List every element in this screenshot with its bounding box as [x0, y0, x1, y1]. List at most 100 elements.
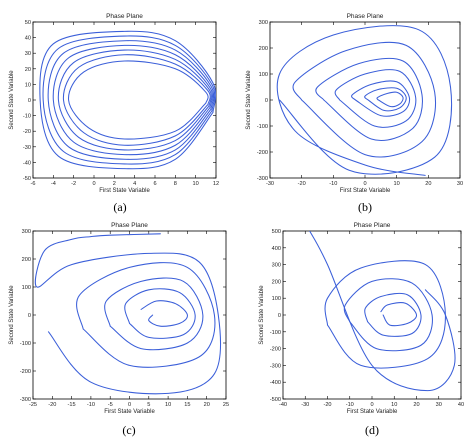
y-tick-label: -40: [23, 160, 31, 166]
x-tick-label: 25: [223, 402, 229, 408]
x-tick-label: 0: [370, 402, 373, 408]
trajectory-line-4: [334, 69, 417, 128]
trajectory-group: [276, 25, 453, 176]
y-tick-label: 0: [265, 98, 268, 104]
x-axis-label: First State Variable: [99, 188, 150, 194]
x-tick-label: -30: [301, 402, 309, 408]
chart-panel-1: Phase Plane-6 -4 -2 0 2 4 6 8 10 12-50-40-30-20-1…: [9, 13, 219, 214]
x-tick-label: 6: [153, 181, 156, 187]
trajectory-line-1: [376, 91, 404, 108]
x-tick-label: 10: [391, 402, 397, 408]
chart-panel-2: Phase Plane-30 -20 -10 0 10 20 30-300-200-1000…: [246, 13, 463, 214]
y-axis-label: Second State Variable: [259, 285, 265, 345]
x-tick-label: 20: [413, 402, 419, 408]
trajectory-line-7: [276, 25, 453, 176]
plot-area: [282, 230, 462, 400]
trajectory-line-5: [34, 233, 221, 395]
x-tick-label: 4: [133, 181, 136, 187]
y-tick-label: 10: [25, 82, 31, 88]
trajectory-line-3: [351, 80, 411, 117]
chart-title: Phase Plane: [347, 13, 384, 20]
plot-area: [32, 230, 227, 400]
x-tick-label: 12: [213, 181, 219, 187]
y-tick-label: 0: [278, 313, 281, 319]
x-axis-label: First State Variable: [104, 409, 155, 415]
y-tick-label: -30: [23, 145, 31, 151]
x-tick-label: -10: [329, 181, 337, 187]
y-tick-label: 0: [28, 313, 31, 319]
x-tick-label: 10: [165, 402, 171, 408]
x-tick-label: 5: [147, 402, 150, 408]
trajectory-line-3: [343, 278, 433, 352]
y-tick-label: 200: [272, 279, 281, 285]
y-tick-label: 100: [272, 296, 281, 302]
x-tick-label: 30: [457, 181, 463, 187]
trajectory-line-2: [124, 288, 196, 339]
trajectory-line-5: [315, 57, 423, 141]
chart-panel-3: Phase Plane -25 -20 -15 -10 -5 0 5 10 15 20 25 -300 -…: [9, 222, 229, 437]
y-tick-label: -300: [270, 363, 281, 369]
chart-panel-4: Phase Plane-40 -30 -20 -10 0 10 20 30 40-500-400…: [259, 222, 464, 437]
x-axis-label: First State Variable: [347, 409, 398, 415]
y-tick-label: 0: [28, 98, 31, 104]
x-tick-label: -2: [71, 181, 76, 187]
trajectory-line-4: [324, 260, 446, 369]
x-tick-label: -15: [68, 402, 76, 408]
y-tick-label: -400: [270, 380, 281, 386]
trajectory-line-1: [140, 300, 188, 327]
y-tick-label: -20: [23, 129, 31, 135]
trajectory-line-6: [42, 35, 216, 165]
y-axis-label: Second State Variable: [9, 285, 15, 345]
x-tick-label: -5: [108, 402, 113, 408]
x-tick-label: 30: [436, 402, 442, 408]
trajectory-group: [39, 30, 216, 170]
y-tick-label: 100: [22, 285, 31, 291]
trajectory-line-6: [292, 41, 436, 158]
trajectory-line-3: [57, 49, 212, 151]
trajectory-line-5: [47, 40, 215, 160]
trajectory-line-5: [309, 231, 456, 392]
x-tick-label: 10: [193, 181, 199, 187]
x-axis-label: First State Variable: [340, 188, 391, 194]
x-tick-label: 10: [394, 181, 400, 187]
y-tick-label: 200: [22, 257, 31, 263]
trajectory-line-1: [68, 60, 209, 140]
x-tick-label: -40: [279, 402, 287, 408]
chart-title: Phase Plane: [106, 13, 143, 20]
y-axis-label: Second State Variable: [9, 70, 15, 130]
y-tick-label: -100: [257, 124, 268, 130]
y-tick-label: -200: [257, 150, 268, 156]
x-tick-label: 15: [184, 402, 190, 408]
x-tick-label: 20: [425, 181, 431, 187]
trajectory-group: [309, 231, 456, 392]
x-tick-label: -10: [87, 402, 95, 408]
y-tick-label: -50: [23, 176, 31, 182]
trajectory-line-2: [364, 87, 407, 112]
panel-caption: (a): [113, 200, 126, 214]
x-tick-label: 20: [204, 402, 210, 408]
x-tick-label: 0: [363, 181, 366, 187]
y-tick-label: 100: [259, 72, 268, 78]
x-tick-label: -20: [298, 181, 306, 187]
y-tick-label: 300: [22, 229, 31, 235]
trajectory-group: [34, 233, 221, 395]
panel-caption: (d): [365, 423, 379, 437]
y-tick-label: 300: [259, 20, 268, 26]
x-tick-label: -20: [48, 402, 56, 408]
x-tick-label: 0: [92, 181, 95, 187]
trajectory-line-7: [39, 30, 216, 170]
y-tick-label: 50: [25, 20, 31, 26]
x-tick-label: -4: [51, 181, 56, 187]
y-tick-label: -100: [270, 330, 281, 336]
x-tick-label: -25: [29, 402, 37, 408]
y-axis-label: Second State Variable: [246, 70, 252, 130]
y-tick-label: -200: [270, 347, 281, 353]
trajectory-line-2: [62, 54, 211, 146]
trajectory-line-4: [52, 44, 213, 156]
x-tick-label: 0: [128, 402, 131, 408]
x-tick-label: 8: [174, 181, 177, 187]
x-tick-label: -20: [323, 402, 331, 408]
x-tick-label: 2: [113, 181, 116, 187]
panel-caption: (b): [358, 200, 372, 214]
